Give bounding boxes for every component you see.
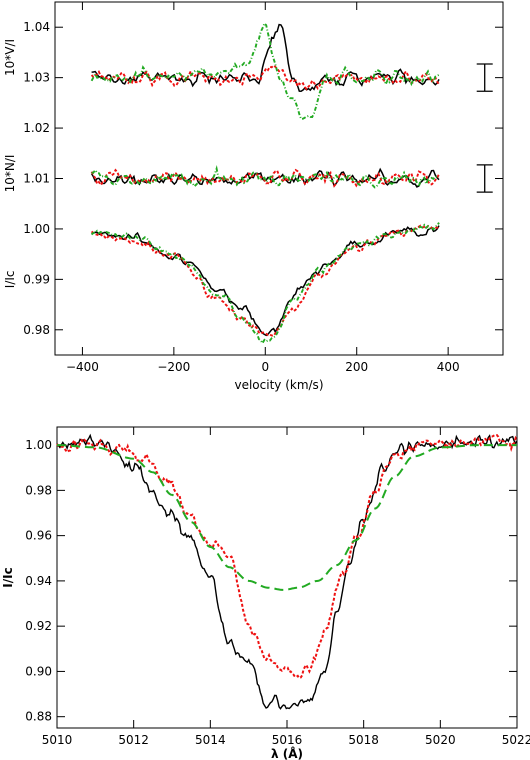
bottom-x-axis-title: λ (Å): [271, 746, 303, 760]
observed-profile-line: [56, 433, 518, 710]
bottom-x-tick-label: 5018: [348, 733, 379, 747]
intensity-profile-line: [91, 225, 440, 337]
top-x-tick-label: −200: [157, 360, 190, 374]
bottom-y-tick-label: 0.92: [25, 619, 52, 633]
bottom-x-tick-label: 5016: [272, 733, 303, 747]
top-y-tick-label: 0.99: [23, 272, 50, 286]
bottom-plot-frame: [56, 426, 518, 729]
model-profile-line: [57, 444, 517, 591]
top-x-axis-title: velocity (km/s): [234, 378, 323, 392]
top-panel-profiles: −400 −200 0 200 400 0.98 0.99 1.00 1.01 1.02 1.03 1…: [3, 1, 504, 392]
top-y-tick-label: 1.01: [23, 172, 50, 186]
top-y-tick-label: 0.98: [23, 323, 50, 337]
bottom-x-tick-label: 5020: [425, 733, 456, 747]
bottom-y-tick-label: 0.94: [25, 574, 52, 588]
top-y-tick-label: 1.02: [23, 121, 50, 135]
bottom-y-tick-label: 0.90: [25, 664, 52, 678]
top-y-axis-title: 10*N/I: [3, 155, 17, 193]
top-x-tick-label: 0: [261, 360, 269, 374]
top-x-tick-label: −400: [66, 360, 99, 374]
null-profile-line: [90, 168, 440, 188]
bottom-y-tick-label: 0.96: [25, 529, 52, 543]
bottom-x-tick-label: 5014: [195, 733, 226, 747]
top-y-axis-title: I/Ic: [3, 270, 17, 288]
top-y-tick-label: 1.03: [23, 71, 50, 85]
bottom-x-tick-label: 5012: [118, 733, 149, 747]
top-x-tick-label: 200: [345, 360, 368, 374]
bottom-y-tick-label: 0.98: [25, 483, 52, 497]
bottom-y-axis-title: I/Ic: [1, 567, 15, 587]
top-y-tick-label: 1.00: [23, 222, 50, 236]
bottom-x-tick-label: 5022: [502, 733, 530, 747]
intensity-profile-line: [90, 222, 440, 345]
top-x-tick-label: 400: [437, 360, 460, 374]
top-y-axis-title: 10*V/I: [3, 39, 17, 76]
stokes-v-profile-line: [90, 64, 440, 91]
top-y-tick-label: 1.04: [23, 20, 50, 34]
bottom-y-tick-label: 1.00: [25, 438, 52, 452]
stokes-v-profile-line: [90, 21, 440, 120]
bottom-x-tick-label: 5010: [42, 733, 73, 747]
null-profile-line: [91, 165, 440, 190]
bottom-panel-line-profile: 5010 5012 5014 5016 5018 5020 5022 0.88 0.90 0.92…: [1, 426, 530, 760]
bottom-y-tick-label: 0.88: [25, 710, 52, 724]
second-profile-line: [56, 433, 518, 680]
